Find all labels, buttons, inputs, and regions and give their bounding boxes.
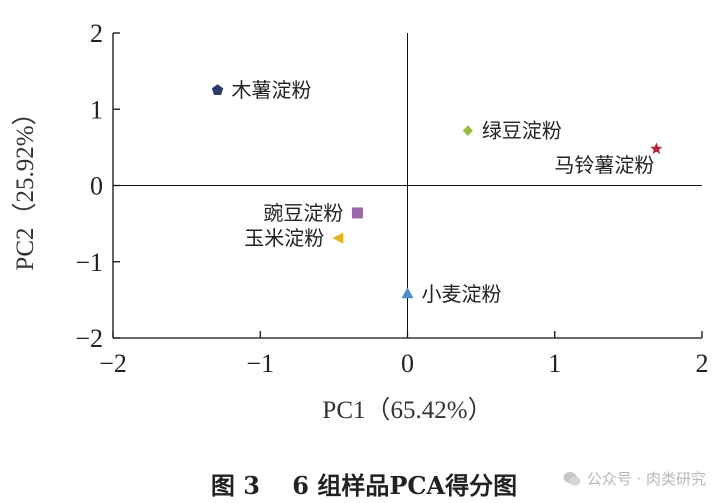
pca-score-chart: −2 −1 0 1 2 −2 −1 0 1 2 木薯淀粉绿豆淀粉马铃薯淀粉豌豆淀粉玉米淀粉小麦淀粉…: [11, 19, 709, 424]
wechat-icon: [563, 471, 581, 486]
y-tick-label: 2: [90, 19, 103, 48]
point-label: 小麦淀粉: [422, 282, 502, 306]
y-tick-label: 1: [90, 95, 103, 124]
y-tick-label: 0: [90, 172, 103, 201]
y-axis-title: PC2（25.92%）: [11, 100, 39, 270]
data-point: [650, 142, 663, 155]
data-point: [401, 287, 414, 299]
y-tick-label: −1: [75, 248, 103, 277]
x-axis-title: PC1（65.42%）: [322, 396, 492, 424]
point-label: 木薯淀粉: [232, 78, 312, 102]
data-point: [332, 232, 344, 244]
data-point: [351, 207, 363, 219]
data-point: [462, 125, 473, 137]
point-label: 豌豆淀粉: [263, 201, 343, 225]
data-point: [211, 84, 224, 96]
x-tick-label: −1: [246, 349, 274, 378]
x-tick-label: −2: [99, 349, 127, 378]
point-label: 马铃薯淀粉: [554, 153, 654, 177]
y-tick-label: −2: [75, 324, 103, 353]
x-tick-label: 0: [401, 349, 414, 378]
x-tick-label: 1: [548, 349, 561, 378]
watermark: 公众号 · 肉类研究: [563, 468, 706, 489]
ticks: −2 −1 0 1 2 −2 −1 0 1 2: [75, 19, 708, 378]
figure-caption: 图 3 6 组样品PCA得分图: [210, 471, 518, 500]
watermark-text: 公众号 · 肉类研究: [586, 470, 706, 488]
point-label: 绿豆淀粉: [482, 119, 562, 143]
x-tick-label: 2: [696, 349, 709, 378]
point-label: 玉米淀粉: [244, 226, 324, 250]
